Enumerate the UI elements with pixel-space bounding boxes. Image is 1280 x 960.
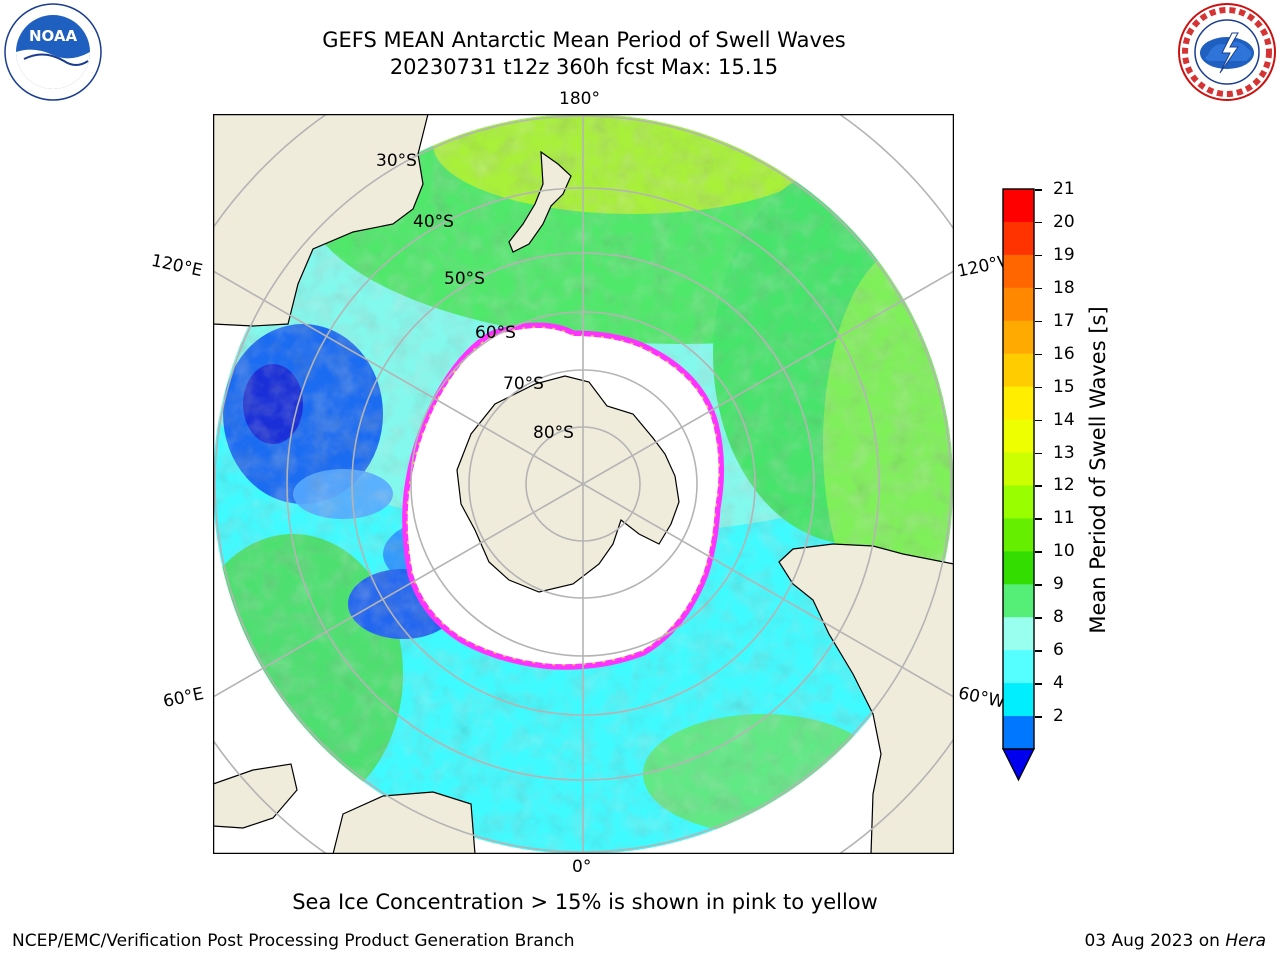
svg-text:NOAA: NOAA xyxy=(29,27,78,45)
date-text: 03 Aug 2023 on Hera xyxy=(1084,931,1266,951)
colorbar-bin xyxy=(1003,386,1034,421)
lon-label-60e: 60°E xyxy=(161,683,206,713)
colorbar-tick-mark xyxy=(1035,353,1042,356)
lat-label-30s: 30°S xyxy=(376,151,417,171)
colorbar-bin xyxy=(1003,650,1034,684)
colorbar-bin xyxy=(1003,287,1034,322)
colorbar-tick-mark xyxy=(1035,584,1042,586)
colorbar-tick-label: 19 xyxy=(1053,244,1075,265)
colorbar-tick-mark xyxy=(1035,716,1042,718)
colorbar-bin xyxy=(1003,683,1034,717)
colorbar-bin xyxy=(1003,716,1034,750)
colorbar-tick-mark xyxy=(1035,617,1042,619)
colorbar-bin xyxy=(1003,221,1034,256)
colorbar-tick-mark xyxy=(1035,189,1042,191)
map-title: GEFS MEAN Antarctic Mean Period of Swell… xyxy=(322,28,846,52)
colorbar-tick-mark xyxy=(1035,419,1042,422)
graticule xyxy=(213,114,954,854)
host-name: Hera xyxy=(1225,931,1266,951)
colorbar-tick-label: 20 xyxy=(1053,211,1075,232)
colorbar-bin xyxy=(1003,320,1034,355)
colorbar-tick-mark xyxy=(1035,320,1042,323)
colorbar-tick-label: 9 xyxy=(1053,574,1064,595)
colorbar-label: Mean Period of Swell Waves [s] xyxy=(1086,306,1110,634)
sea-ice-note: Sea Ice Concentration > 15% is shown in … xyxy=(292,890,878,914)
colorbar-tick-label: 6 xyxy=(1053,640,1064,661)
colorbar-bin xyxy=(1003,419,1034,454)
colorbar-bin xyxy=(1003,189,1034,223)
colorbar-tick-mark xyxy=(1035,287,1042,290)
lon-label-0: 0° xyxy=(572,857,592,877)
colorbar-tick-mark xyxy=(1035,485,1042,487)
nws-logo xyxy=(1178,3,1276,101)
colorbar-tick-label: 2 xyxy=(1053,706,1064,727)
colorbar-tick-label: 16 xyxy=(1053,343,1075,364)
lon-label-180: 180° xyxy=(559,89,600,109)
colorbar-tick-mark xyxy=(1035,551,1042,553)
colorbar-tick-mark xyxy=(1035,518,1042,520)
lat-label-60s: 60°S xyxy=(475,323,516,343)
colorbar-tick-mark xyxy=(1035,683,1042,685)
colorbar-tick-mark xyxy=(1035,650,1042,652)
lat-label-70s: 70°S xyxy=(503,374,544,394)
lon-label-60w: 60°W xyxy=(956,683,1007,713)
colorbar-tick-mark xyxy=(1035,221,1042,224)
polar-map xyxy=(213,114,954,854)
colorbar-tick-label: 12 xyxy=(1053,475,1075,496)
lon-label-120e: 120°E xyxy=(149,250,205,282)
colorbar-tick-label: 4 xyxy=(1053,673,1064,694)
colorbar-tick-label: 15 xyxy=(1053,376,1075,397)
colorbar-bin xyxy=(1003,584,1034,618)
colorbar-bin xyxy=(1003,452,1034,486)
colorbar-tick-label: 11 xyxy=(1053,508,1075,529)
colorbar-tick-label: 10 xyxy=(1053,541,1075,562)
colorbar-tick-mark xyxy=(1035,452,1042,455)
colorbar-bin xyxy=(1003,551,1034,585)
colorbar-tick-mark xyxy=(1035,254,1042,257)
colorbar-tick-label: 21 xyxy=(1053,179,1075,199)
colorbar-tick-mark xyxy=(1035,386,1042,389)
colorbar-tick-label: 14 xyxy=(1053,409,1075,430)
noaa-logo: NOAA xyxy=(4,3,102,101)
colorbar-bin xyxy=(1003,254,1034,289)
colorbar-bin xyxy=(1003,617,1034,651)
lat-label-40s: 40°S xyxy=(413,212,454,232)
credit-text: NCEP/EMC/Verification Post Processing Pr… xyxy=(12,931,575,951)
colorbar-tick-label: 13 xyxy=(1053,442,1075,463)
lat-label-50s: 50°S xyxy=(444,269,485,289)
colorbar-bin xyxy=(1003,485,1034,519)
colorbar-tick-label: 18 xyxy=(1053,277,1075,298)
colorbar-extend-arrow xyxy=(1002,748,1035,782)
colorbar-tick-label: 17 xyxy=(1053,310,1075,331)
colorbar-tick-label: 8 xyxy=(1053,607,1064,628)
lat-label-80s: 80°S xyxy=(533,423,574,443)
map-subtitle: 20230731 t12z 360h fcst Max: 15.15 xyxy=(389,55,779,79)
colorbar-bin xyxy=(1003,353,1034,388)
colorbar xyxy=(1002,188,1035,782)
colorbar-bin xyxy=(1003,518,1034,552)
